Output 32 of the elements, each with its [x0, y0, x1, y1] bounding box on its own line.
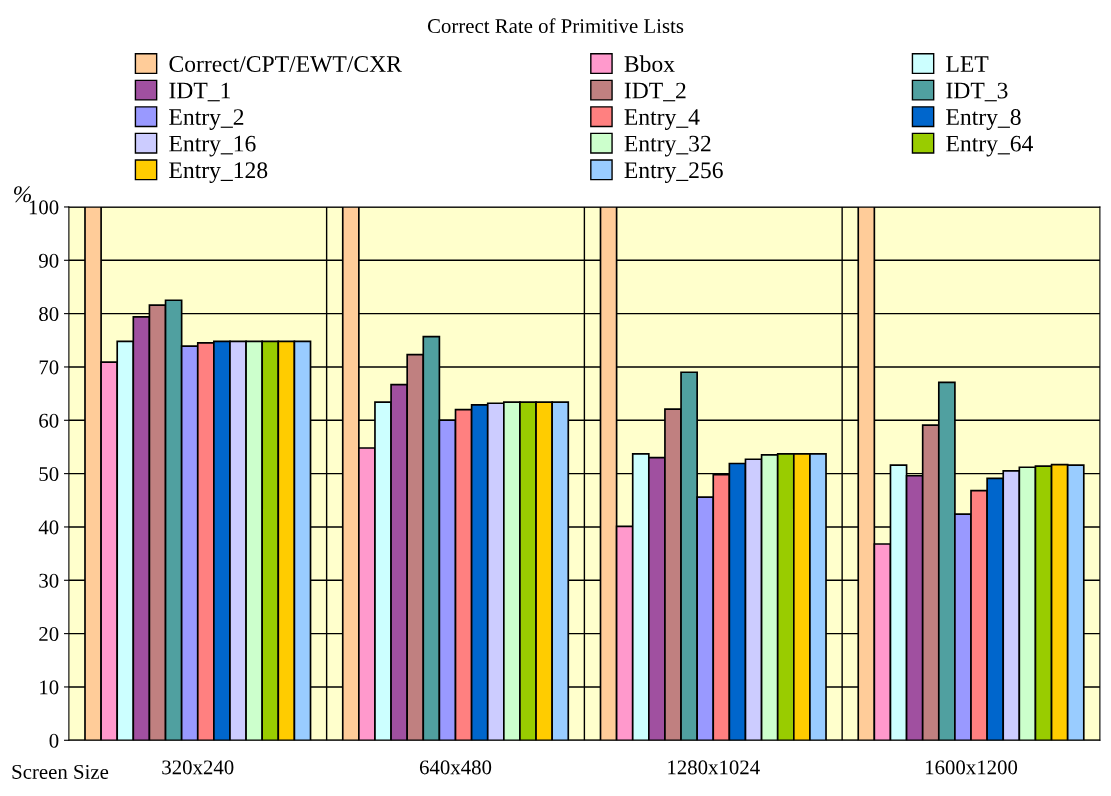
legend-label: Entry_128: [169, 162, 268, 184]
legend-label: Entry_32: [624, 135, 711, 157]
chart-title: Correct Rate of Primitive Lists: [427, 18, 684, 34]
legend-label: LET: [946, 56, 989, 72]
legend-label: Entry_8: [946, 109, 1021, 130]
y-tick-label: 20: [39, 626, 59, 642]
y-tick-label: 90: [39, 253, 59, 268]
legend-label: Entry_4: [624, 109, 700, 130]
x-tick-label: 1600x1200: [925, 760, 1018, 775]
legend-label: Entry_16: [169, 135, 256, 157]
y-tick-label: 100: [29, 200, 59, 215]
legend-label: Entry_64: [946, 135, 1033, 157]
y-axis-title: %: [14, 186, 31, 203]
legend-label: Correct/CPT/EWT/CXR: [169, 56, 402, 73]
legend-label: IDT_3: [946, 82, 1008, 102]
x-tick-label: 1280x1024: [668, 760, 760, 775]
legend-label: Entry_2: [169, 109, 244, 130]
legend-label: IDT_1: [169, 82, 230, 102]
x-axis-title: Screen Size: [12, 764, 109, 779]
y-tick-label: 80: [39, 307, 59, 322]
legend-label: Entry_256: [624, 162, 723, 184]
legend-label: IDT_2: [624, 82, 686, 102]
y-tick-label: 40: [38, 520, 59, 535]
y-tick-label: 50: [39, 466, 59, 482]
y-tick-label: 0: [49, 733, 59, 748]
x-tick-label: 640x480: [419, 760, 492, 775]
legend-label: Bbox: [624, 55, 675, 72]
y-tick-label: 30: [39, 573, 59, 588]
x-tick-label: 320x240: [162, 760, 234, 775]
y-tick-label: 60: [39, 413, 59, 428]
y-tick-label: 70: [39, 360, 59, 375]
y-tick-label: 10: [40, 680, 59, 695]
